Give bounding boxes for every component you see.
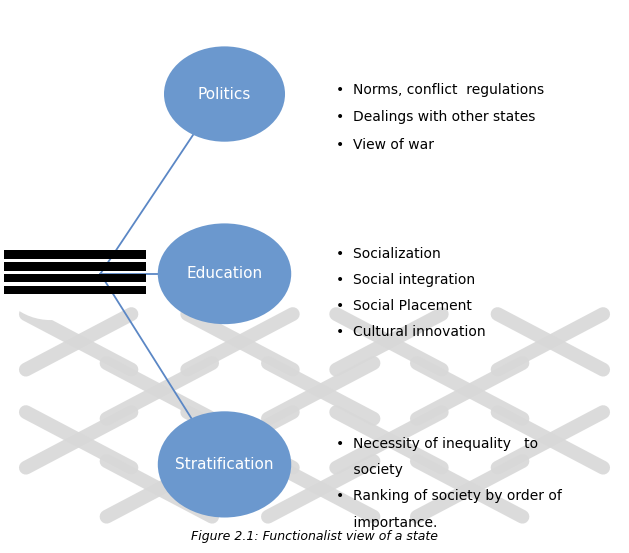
Text: •  Social integration: • Social integration [337,273,476,286]
Text: •  View of war: • View of war [337,138,434,152]
Text: •  Norms, conflict  regulations: • Norms, conflict regulations [337,83,544,97]
Text: •  Ranking of society by order of: • Ranking of society by order of [337,489,562,503]
Text: Education: Education [186,267,262,281]
Text: importance.: importance. [337,515,438,530]
Text: •  Socialization: • Socialization [337,247,441,260]
Text: •  Dealings with other states: • Dealings with other states [337,111,536,124]
Text: •  Necessity of inequality   to: • Necessity of inequality to [337,437,538,451]
Text: •  Social Placement: • Social Placement [337,299,472,313]
Ellipse shape [158,411,291,518]
Text: •  Cultural innovation: • Cultural innovation [337,325,486,339]
Text: society: society [337,463,403,477]
FancyBboxPatch shape [0,262,146,270]
Text: Figure 2.1: Functionalist view of a state: Figure 2.1: Functionalist view of a stat… [191,530,438,544]
Ellipse shape [164,46,285,142]
FancyBboxPatch shape [0,250,146,258]
Text: Politics: Politics [198,86,251,102]
Ellipse shape [158,223,291,324]
Text: Stratification: Stratification [175,457,274,472]
FancyBboxPatch shape [0,286,146,295]
Circle shape [0,227,104,320]
FancyBboxPatch shape [0,274,146,283]
